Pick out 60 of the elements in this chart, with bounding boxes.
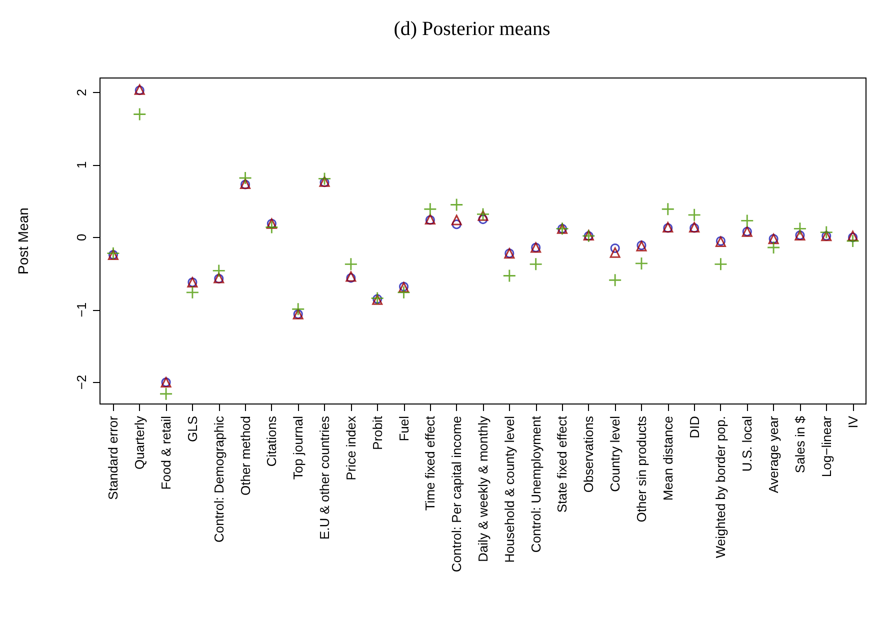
point — [160, 388, 172, 400]
x-tick-label: Country level — [608, 416, 623, 492]
point — [450, 198, 463, 211]
point — [503, 270, 516, 282]
x-tick-label: Mean distance — [660, 416, 676, 501]
point — [530, 258, 542, 270]
x-tick-label: Citations — [264, 416, 280, 467]
x-tick-label: Fuel — [396, 416, 412, 442]
point — [424, 203, 436, 216]
point — [820, 226, 832, 238]
x-tick-label: Sales in $ — [792, 415, 808, 474]
x-tick-label: Control: Unemployment — [528, 416, 544, 553]
point — [741, 214, 754, 227]
x-tick-label: Top journal — [290, 416, 306, 480]
x-tick-label: U.S. local — [740, 416, 755, 472]
x-tick-label: Probit — [370, 416, 385, 450]
point — [344, 258, 357, 270]
y-tick-label: 0 — [74, 234, 89, 241]
x-tick-label: IV — [845, 416, 860, 428]
point — [714, 258, 727, 270]
point — [398, 286, 410, 298]
x-tick-label: Food & retail — [158, 416, 174, 490]
x-tick-label: Control: Per capital income — [449, 416, 464, 572]
x-tick-label: Control: Demographic — [211, 416, 226, 542]
point — [610, 243, 620, 253]
x-tick-label: GLS — [184, 416, 200, 442]
x-tick-label: Household & county level — [502, 416, 517, 563]
point — [662, 203, 674, 216]
x-tick-label: Other method — [238, 416, 253, 496]
x-tick-label: Average year — [766, 415, 782, 494]
point — [478, 214, 488, 224]
y-tick-label: 2 — [74, 88, 89, 96]
point — [212, 264, 225, 277]
point — [266, 221, 278, 234]
x-tick-label: Daily & weekly & monthly — [476, 416, 490, 562]
x-tick-label: Weighted by border pop. — [713, 416, 728, 558]
x-tick-label: Price index — [343, 416, 358, 480]
y-tick-label: 1 — [74, 161, 89, 169]
y-tick-label: −1 — [74, 302, 89, 318]
y-axis-title: Post Mean — [15, 208, 31, 274]
x-tick-label: DID — [686, 416, 702, 438]
point — [186, 286, 198, 298]
x-tick-label: Other sin products — [634, 416, 649, 522]
x-tick-label: Standard error — [106, 415, 121, 500]
chart-title: (d) Posterior means — [394, 18, 551, 40]
point — [292, 303, 304, 316]
x-tick-label: State fixed effect — [554, 416, 570, 513]
point — [688, 208, 700, 221]
point — [609, 274, 622, 286]
x-tick-label: Log−linear — [818, 415, 834, 478]
point — [134, 108, 146, 120]
point — [794, 222, 806, 235]
x-tick-label: E.U & other countries — [317, 416, 332, 540]
x-tick-label: Observations — [581, 416, 596, 493]
x-tick-label: Quarterly — [132, 416, 148, 470]
point — [610, 247, 620, 258]
point — [451, 214, 462, 226]
y-tick-label: −2 — [74, 374, 89, 390]
point — [452, 220, 462, 230]
x-tick-label: Time fixed effect — [422, 416, 438, 511]
